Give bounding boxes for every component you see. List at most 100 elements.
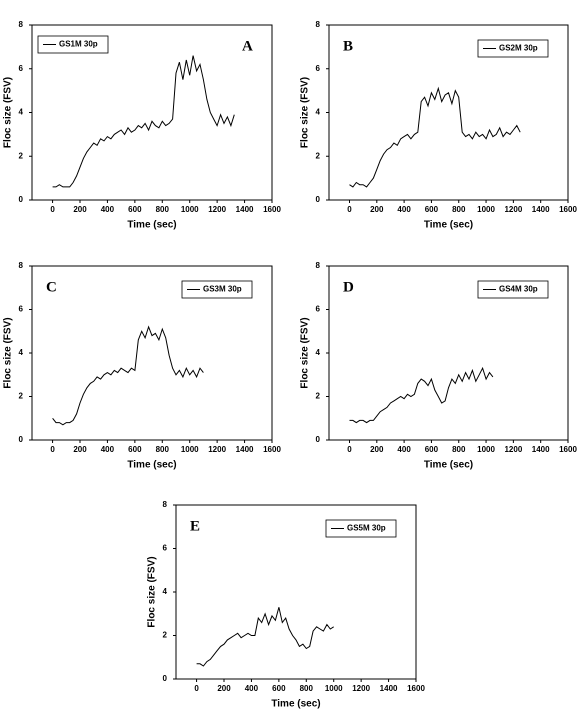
panel-label: A bbox=[242, 38, 253, 54]
x-tick-label: 1200 bbox=[208, 445, 226, 454]
legend-label: GS3M 30p bbox=[203, 285, 242, 294]
y-tick-label: 2 bbox=[19, 151, 24, 160]
x-axis-title: Time (sec) bbox=[424, 220, 473, 231]
x-axis-title: Time (sec) bbox=[424, 460, 473, 471]
y-axis-title: Floc size (FSV) bbox=[300, 77, 311, 148]
x-tick-label: 0 bbox=[50, 205, 55, 214]
x-tick-label: 1000 bbox=[181, 445, 199, 454]
x-tick-label: 1000 bbox=[477, 205, 495, 214]
y-tick-label: 2 bbox=[316, 151, 321, 160]
y-tick-label: 6 bbox=[19, 64, 24, 73]
x-tick-label: 1400 bbox=[380, 684, 398, 693]
legend-box bbox=[37, 35, 109, 54]
panel-label: C bbox=[46, 279, 57, 295]
x-tick-label: 400 bbox=[397, 205, 411, 214]
x-tick-label: 200 bbox=[370, 445, 384, 454]
data-line bbox=[349, 86, 521, 188]
panel-label: B bbox=[343, 38, 353, 54]
x-tick-label: 200 bbox=[73, 205, 87, 214]
x-tick-label: 400 bbox=[245, 684, 259, 693]
panel: 0 200 400 600 800 1000 1200 1400 1600 0 2 4 6 8 Time (… bbox=[3, 261, 282, 471]
y-axis-title: Floc size (FSV) bbox=[3, 77, 14, 148]
x-tick-label: 1400 bbox=[236, 445, 254, 454]
panel-label: D bbox=[343, 279, 354, 295]
panel-label: E bbox=[190, 518, 200, 534]
legend-label: GS5M 30p bbox=[347, 524, 386, 533]
x-tick-label: 200 bbox=[217, 684, 231, 693]
x-tick-label: 1200 bbox=[504, 445, 522, 454]
y-axis-title: Floc size (FSV) bbox=[3, 317, 14, 388]
y-axis-title: Floc size (FSV) bbox=[300, 317, 311, 388]
legend-label: GS4M 30p bbox=[499, 285, 538, 294]
data-line bbox=[52, 55, 235, 188]
x-tick-label: 200 bbox=[73, 445, 87, 454]
x-tick-label: 200 bbox=[370, 205, 384, 214]
x-tick-label: 400 bbox=[101, 445, 115, 454]
panel: 0 200 400 600 800 1000 1200 1400 1600 0 2 4 6 8 Time (… bbox=[300, 20, 578, 231]
y-tick-label: 0 bbox=[163, 674, 168, 683]
legend-label: GS2M 30p bbox=[499, 44, 538, 53]
x-tick-label: 1400 bbox=[532, 445, 550, 454]
data-line bbox=[196, 607, 334, 667]
x-tick-label: 1600 bbox=[263, 205, 281, 214]
x-tick-label: 600 bbox=[128, 445, 142, 454]
x-tick-label: 1400 bbox=[532, 205, 550, 214]
x-tick-label: 1000 bbox=[325, 684, 343, 693]
x-tick-label: 800 bbox=[156, 445, 170, 454]
y-tick-label: 6 bbox=[19, 305, 24, 314]
x-tick-label: 0 bbox=[50, 445, 55, 454]
x-tick-label: 600 bbox=[128, 205, 142, 214]
panel: 0 200 400 600 800 1000 1200 1400 1600 0 2 4 6 8 Time (… bbox=[147, 500, 426, 710]
x-tick-label: 1000 bbox=[477, 445, 495, 454]
y-tick-label: 4 bbox=[19, 108, 24, 117]
y-tick-label: 2 bbox=[163, 631, 168, 640]
legend-box bbox=[477, 39, 549, 58]
y-axis-title: Floc size (FSV) bbox=[147, 556, 158, 627]
y-tick-label: 2 bbox=[19, 392, 24, 401]
y-tick-label: 0 bbox=[316, 195, 321, 204]
x-tick-label: 1600 bbox=[407, 684, 425, 693]
panel: 0 200 400 600 800 1000 1200 1400 1600 0 2 4 6 8 Time (… bbox=[300, 261, 578, 471]
x-tick-label: 0 bbox=[347, 445, 352, 454]
data-line bbox=[52, 325, 204, 426]
x-tick-label: 1200 bbox=[504, 205, 522, 214]
x-tick-label: 1600 bbox=[559, 205, 577, 214]
x-tick-label: 800 bbox=[452, 445, 466, 454]
legend-label: GS1M 30p bbox=[59, 40, 98, 49]
x-tick-label: 600 bbox=[272, 684, 286, 693]
x-tick-label: 400 bbox=[101, 205, 115, 214]
x-tick-label: 400 bbox=[397, 445, 411, 454]
x-tick-label: 800 bbox=[156, 205, 170, 214]
y-tick-label: 0 bbox=[19, 435, 24, 444]
y-tick-label: 6 bbox=[163, 544, 168, 553]
legend-box bbox=[181, 280, 253, 299]
legend-box bbox=[477, 280, 549, 299]
y-tick-label: 6 bbox=[316, 305, 321, 314]
y-tick-label: 8 bbox=[316, 261, 321, 270]
y-tick-label: 4 bbox=[163, 587, 168, 596]
y-tick-label: 8 bbox=[316, 20, 321, 29]
x-tick-label: 600 bbox=[425, 205, 439, 214]
y-tick-label: 8 bbox=[19, 261, 24, 270]
y-tick-label: 6 bbox=[316, 64, 321, 73]
x-tick-label: 1000 bbox=[181, 205, 199, 214]
legend-box bbox=[325, 519, 397, 538]
y-tick-label: 4 bbox=[316, 348, 321, 357]
x-tick-label: 600 bbox=[425, 445, 439, 454]
x-tick-label: 1200 bbox=[352, 684, 370, 693]
x-tick-label: 1600 bbox=[263, 445, 281, 454]
data-line bbox=[349, 366, 494, 424]
panel: 0 200 400 600 800 1000 1200 1400 1600 0 2 4 6 8 Time (… bbox=[3, 20, 282, 231]
x-axis-title: Time (sec) bbox=[127, 460, 176, 471]
x-tick-label: 1400 bbox=[236, 205, 254, 214]
x-tick-label: 1200 bbox=[208, 205, 226, 214]
y-tick-label: 4 bbox=[316, 108, 321, 117]
y-tick-label: 8 bbox=[19, 20, 24, 29]
y-tick-label: 8 bbox=[163, 500, 168, 509]
x-axis-title: Time (sec) bbox=[127, 220, 176, 231]
y-tick-label: 2 bbox=[316, 392, 321, 401]
x-axis-title: Time (sec) bbox=[271, 699, 320, 710]
x-tick-label: 0 bbox=[194, 684, 199, 693]
x-tick-label: 800 bbox=[300, 684, 314, 693]
